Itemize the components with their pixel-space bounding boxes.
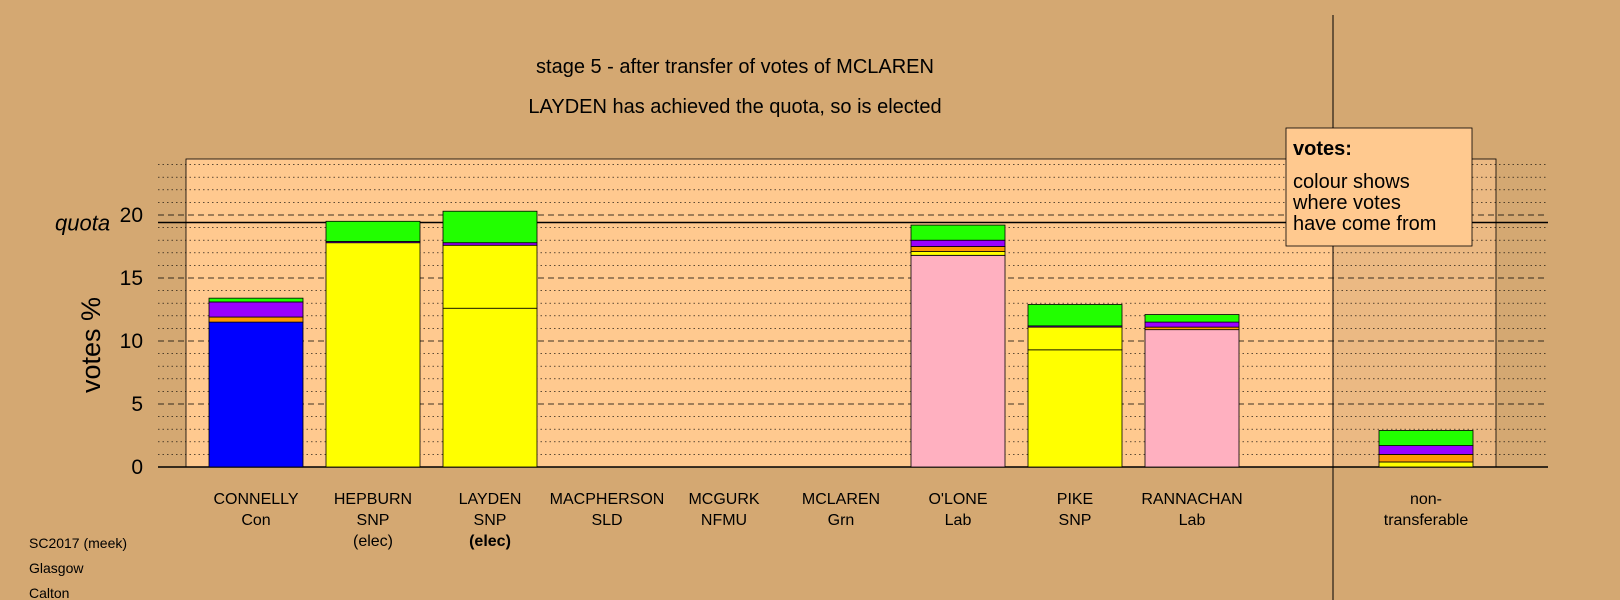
candidate-party-label: Con: [241, 512, 270, 529]
candidate-name-label: O'LONE: [928, 491, 987, 508]
bar-segment-olone: [910, 254, 1006, 468]
bar-segment-connelly: [208, 301, 304, 318]
bar-segment-layden: [442, 210, 538, 244]
y-tick-labels: 0 5 10 15 20: [120, 204, 143, 479]
bar-segment-rannachan: [1144, 321, 1240, 328]
y-axis-label: votes %: [76, 297, 106, 393]
candidate-party-label: Lab: [945, 512, 972, 529]
legend-title: votes:: [1293, 138, 1352, 160]
candidate-party-label: Lab: [1179, 512, 1206, 529]
candidate-status-label: (elec): [469, 533, 511, 550]
y-tick-label: 0: [131, 456, 143, 479]
candidate-status-label: (elec): [353, 533, 393, 550]
chart-title: stage 5 - after transfer of votes of MCL…: [536, 56, 934, 78]
bar-segment-hepburn: [325, 242, 421, 468]
bar-segment-olone: [910, 239, 1006, 247]
bar-segment-nontransferable: [1378, 430, 1474, 446]
candidate-party-label: SLD: [591, 512, 622, 529]
legend-line: where votes: [1292, 192, 1401, 214]
legend-box: [1285, 127, 1473, 247]
bar-segment-pike: [1027, 326, 1123, 351]
candidate-party-label: NFMU: [701, 512, 747, 529]
candidate-name-label: MACPHERSON: [550, 491, 665, 508]
candidate-labels: CONNELLY Con HEPBURN SNP (elec) LAYDEN SNP (ele…: [213, 491, 1468, 550]
quota-label: quota: [55, 211, 110, 236]
nontransferable-label: non-: [1410, 491, 1442, 508]
candidate-party-label: SNP: [1059, 512, 1092, 529]
bar-segment-connelly: [208, 321, 304, 468]
candidate-name-label: MCLAREN: [802, 491, 880, 508]
candidate-party-label: SNP: [357, 512, 390, 529]
y-tick-label: 10: [120, 330, 143, 353]
bar-segment-olone: [910, 224, 1006, 241]
bar-segment-hepburn: [325, 220, 421, 242]
footer-line: Glasgow: [29, 560, 84, 576]
bar-segment-nontransferable: [1378, 453, 1474, 463]
bar-segment-olone: [910, 251, 1006, 256]
bar-segment-nontransferable: [1378, 445, 1474, 455]
y-tick-label: 5: [131, 393, 143, 416]
nontransferable-label: transferable: [1384, 512, 1469, 529]
bar-segment-connelly: [208, 297, 304, 303]
candidate-name-label: PIKE: [1057, 491, 1093, 508]
bar-segment-layden: [442, 244, 538, 309]
candidate-party-label: Grn: [828, 512, 855, 529]
bar-segment-pike: [1027, 304, 1123, 327]
candidate-name-label: CONNELLY: [213, 491, 298, 508]
y-tick-label: 20: [120, 204, 143, 227]
footer-line: Calton: [29, 585, 69, 600]
candidate-name-label: MCGURK: [688, 491, 759, 508]
bar-segment-rannachan: [1144, 314, 1240, 323]
bar-segment-olone: [910, 246, 1006, 252]
bar-segment-rannachan: [1144, 329, 1240, 468]
candidate-party-label: SNP: [474, 512, 507, 529]
bar-segment-pike: [1027, 349, 1123, 468]
bar-segment-layden: [442, 307, 538, 468]
candidate-name-label: HEPBURN: [334, 491, 412, 508]
y-tick-label: 15: [120, 267, 143, 290]
footer-line: SC2017 (meek): [29, 535, 127, 551]
candidate-name-label: LAYDEN: [459, 491, 522, 508]
bar-segment-nontransferable: [1378, 461, 1474, 468]
bars: [208, 210, 1474, 468]
legend-line: colour shows: [1293, 171, 1410, 193]
legend-line: have come from: [1293, 213, 1436, 235]
bar-segment-connelly: [208, 316, 304, 323]
legend: votes: colour shows where votes have com…: [1285, 127, 1473, 247]
candidate-name-label: RANNACHAN: [1141, 491, 1242, 508]
chart-subtitle: LAYDEN has achieved the quota, so is ele…: [528, 96, 941, 118]
